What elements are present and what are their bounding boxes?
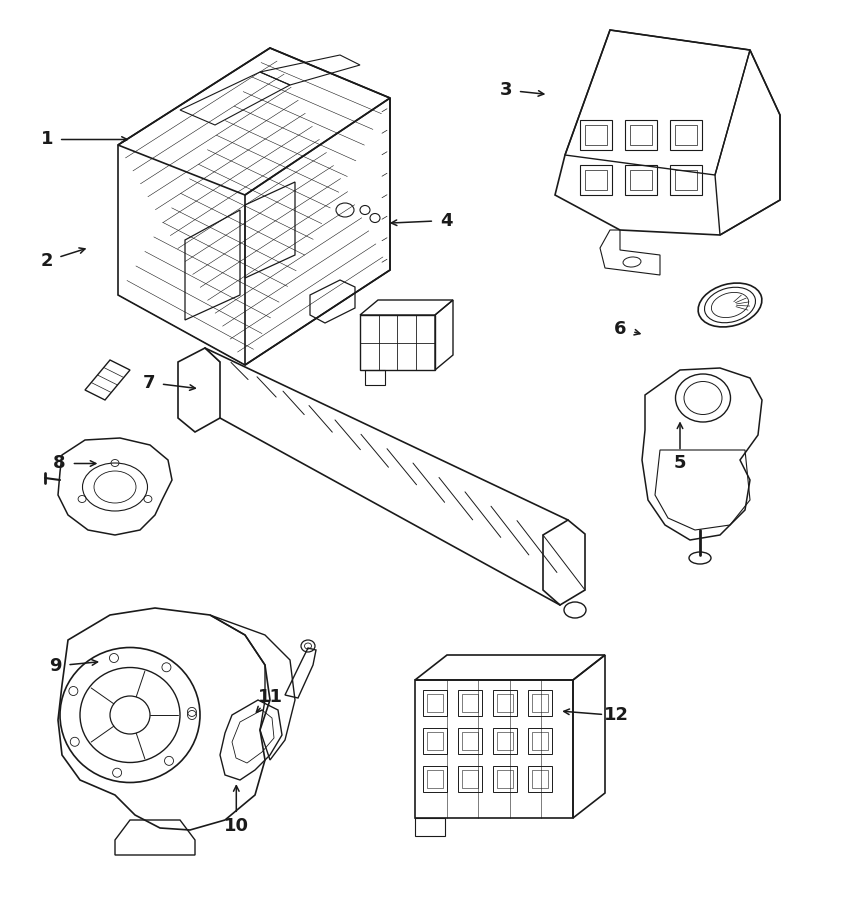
Bar — [497, 694, 513, 712]
Bar — [458, 728, 482, 754]
Bar — [630, 125, 652, 145]
Bar — [532, 770, 548, 788]
Bar — [585, 125, 607, 145]
Bar — [580, 165, 612, 195]
Bar — [493, 766, 517, 792]
Text: 6: 6 — [615, 320, 626, 338]
Bar — [427, 694, 443, 712]
Bar — [423, 766, 447, 792]
Bar — [427, 770, 443, 788]
Bar — [528, 690, 552, 716]
Bar — [462, 770, 478, 788]
Bar — [493, 690, 517, 716]
Bar — [493, 728, 517, 754]
Bar — [580, 120, 612, 150]
Bar — [462, 732, 478, 750]
Text: 8: 8 — [54, 454, 65, 472]
Bar — [528, 766, 552, 792]
Bar — [630, 170, 652, 190]
Bar — [585, 170, 607, 190]
Bar — [625, 120, 657, 150]
Bar — [528, 728, 552, 754]
Bar — [675, 170, 697, 190]
Bar — [423, 728, 447, 754]
Text: 4: 4 — [440, 212, 452, 230]
Bar — [497, 770, 513, 788]
Text: 5: 5 — [674, 454, 686, 472]
Bar — [625, 165, 657, 195]
Bar — [423, 690, 447, 716]
Text: 9: 9 — [49, 657, 61, 675]
Bar — [532, 694, 548, 712]
Text: 10: 10 — [224, 817, 249, 835]
Bar — [497, 732, 513, 750]
Bar — [670, 120, 702, 150]
Bar — [675, 125, 697, 145]
Bar — [462, 694, 478, 712]
Bar — [458, 690, 482, 716]
Bar — [458, 766, 482, 792]
Bar — [427, 732, 443, 750]
Bar — [670, 165, 702, 195]
Bar — [532, 732, 548, 750]
Text: 12: 12 — [604, 706, 629, 724]
Text: 7: 7 — [143, 374, 155, 392]
Text: 1: 1 — [41, 130, 53, 148]
Text: 3: 3 — [500, 81, 512, 99]
Text: 11: 11 — [258, 688, 283, 706]
Text: 2: 2 — [41, 252, 53, 270]
